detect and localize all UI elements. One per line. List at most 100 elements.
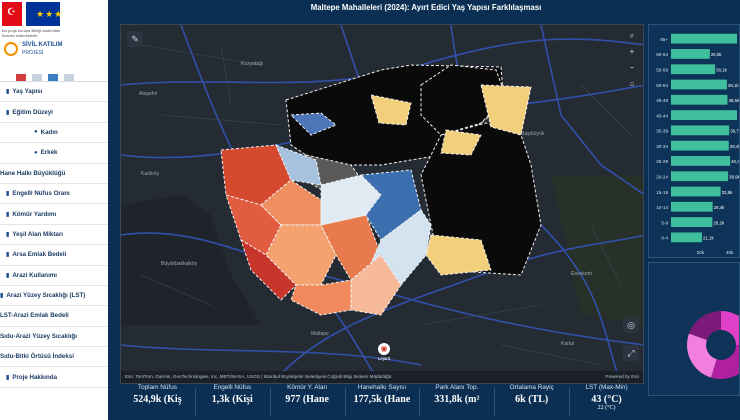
sidebar-item[interactable]: ▮ Arazi Yüzey Sıcaklığı (LST) xyxy=(0,286,108,307)
map-polygon xyxy=(480,84,532,136)
donut xyxy=(686,311,740,379)
attribution-text: Esri, TomTom, Garmin, GeoTechnologies, I… xyxy=(125,374,392,379)
age-bar[interactable] xyxy=(671,125,730,136)
sidebar-item[interactable]: ▮ Yaş Yapısı xyxy=(0,82,108,103)
sidebar-item[interactable]: ▮ Kömür Yardımı xyxy=(0,204,108,225)
age-bar[interactable] xyxy=(671,94,728,105)
kpi-label: Park Alanı Top. xyxy=(435,384,479,391)
age-bar[interactable] xyxy=(671,156,731,166)
person-icon: ● xyxy=(34,149,38,156)
sidebar-item-label: Hane Halkı Büyüklüğü xyxy=(0,169,66,177)
sidebar-item[interactable]: ● Erkek xyxy=(0,143,108,164)
expand-icon[interactable]: ⤢ xyxy=(623,345,639,361)
kpi-label: Kömür Y. Alan xyxy=(287,384,328,391)
age-bar[interactable] xyxy=(671,64,716,75)
age-bar-value: 26,5k xyxy=(711,52,723,57)
sidebar-item[interactable]: Sıdu-Bitki Örtüsü İndeksi xyxy=(0,347,108,368)
sidebar-item-label: Sıdu-Bitki Örtüsü İndeksi xyxy=(0,353,74,361)
partner-logo xyxy=(16,74,26,81)
age-bar[interactable] xyxy=(671,186,721,197)
sidebar-item[interactable]: ▮ Arazi Kullanımı xyxy=(0,266,108,286)
map-polygon xyxy=(290,279,352,316)
kpi-card: Park Alanı Top. 331,8k (m² xyxy=(419,384,494,420)
sidebar-item[interactable]: LST-Arazi Emlak Bedeli xyxy=(0,306,108,327)
age-bar-value: 38,1k xyxy=(728,83,740,88)
partner-logo xyxy=(64,74,74,81)
minus-icon[interactable]: − xyxy=(629,63,635,72)
donut-slice[interactable] xyxy=(689,311,721,340)
age-bar-value: 38,9k xyxy=(729,175,740,180)
person-icon: ● xyxy=(34,129,38,136)
sidebar-item[interactable]: ● Kadın xyxy=(0,123,108,144)
x-tick-label: 20k xyxy=(697,250,705,255)
header: Maltepe Mahalleleri (2024): Ayırt Edici … xyxy=(112,0,740,18)
sidebar-item-label: Erkek xyxy=(40,149,58,157)
age-bar-value: 39,4k xyxy=(730,144,740,149)
kpi-card: Toplam Nüfus 524,9k (Kiş xyxy=(120,384,195,420)
kpi-value: 6k (TL) xyxy=(515,394,549,405)
map-view[interactable]: Ataşehir Kozyatağı Kadıköy Maltepe Başıb… xyxy=(120,24,644,384)
age-bar-value: 38,5k xyxy=(728,98,740,103)
age-tick-label: 20-24 xyxy=(656,175,668,180)
age-bar[interactable] xyxy=(671,201,713,212)
kpi-card: Kömür Y. Alan 977 (Hane xyxy=(270,384,345,420)
donut-slice[interactable] xyxy=(686,333,717,378)
page-title: Maltepe Mahalleleri (2024): Ayırt Edici … xyxy=(310,3,542,12)
age-bar[interactable] xyxy=(671,79,727,90)
age-bar[interactable] xyxy=(671,110,737,120)
age-bar-value: 30,1k xyxy=(716,68,728,73)
sidebar-item-label: Engelli Nüfus Oranı xyxy=(12,190,70,198)
age-bar-value: 39,7k xyxy=(730,129,740,134)
sidebar-item-label: LST-Arazi Emlak Bedeli xyxy=(0,312,69,320)
map-place-labels: Ataşehir Kozyatağı Kadıköy Maltepe Başıb… xyxy=(139,61,592,347)
sidebar-item[interactable]: Sıdu-Arazi Yüzey Sıcaklığı xyxy=(0,327,108,348)
logo-area: ☪ ★★★ Bu proje Avrupa Birliği tarafından… xyxy=(0,0,108,82)
age-bar[interactable] xyxy=(671,232,702,243)
age-tick-label: 50-54 xyxy=(656,83,668,88)
map-polygon xyxy=(320,214,382,281)
powered-by[interactable]: Powered by Esri xyxy=(605,374,639,379)
road xyxy=(121,344,422,366)
kpi-value: 331,8k (m² xyxy=(434,394,480,405)
kpi-value: 977 (Hane xyxy=(285,394,329,405)
pencil-icon[interactable]: ✎ xyxy=(127,31,143,47)
legend-icon: ◉ xyxy=(378,343,390,355)
sidebar-item[interactable]: ▮ Engelli Nüfus Oranı xyxy=(0,184,108,205)
locate-icon[interactable]: ◎ xyxy=(623,317,639,333)
chart-icon: ▮ xyxy=(6,191,10,198)
age-bar-value: 28,2k xyxy=(713,220,725,225)
age-bar[interactable] xyxy=(671,33,737,44)
neighbourhood-polygons xyxy=(220,64,542,316)
map-polygon xyxy=(289,112,337,136)
sidebar-item[interactable]: ▮ Proje Hakkında xyxy=(0,367,108,388)
project-logo-icon xyxy=(4,42,18,56)
donut-slice[interactable] xyxy=(721,311,740,345)
age-bar-value: 33,8k xyxy=(722,190,734,195)
age-bar[interactable] xyxy=(671,171,729,182)
map-canvas[interactable]: Ataşehir Kozyatağı Kadıköy Maltepe Başıb… xyxy=(121,25,644,384)
donut-slice[interactable] xyxy=(711,345,740,379)
sidebar-item[interactable]: ▮ Yeşil Alan Miktarı xyxy=(0,225,108,246)
zoom-controls: ⌕ + − ⌂ xyxy=(625,29,639,93)
place-label: Esenkent xyxy=(571,271,592,277)
home-icon[interactable]: ⌂ xyxy=(629,79,635,88)
kpi-card: Hanehalkı Sayısı 177,5k (Hane xyxy=(345,384,420,420)
plus-icon[interactable]: + xyxy=(629,47,635,56)
project-logo: SİVİL KATILIM PROJESİ xyxy=(2,40,72,60)
legend-button[interactable]: ◉ Lejant xyxy=(375,343,393,369)
chart-icon: ▮ xyxy=(6,89,10,96)
age-tick-label: 25-29 xyxy=(656,159,668,164)
road xyxy=(271,234,643,383)
age-bar[interactable] xyxy=(671,49,710,59)
sidebar-item[interactable]: Hane Halkı Büyüklüğü xyxy=(0,164,108,184)
partner-logos xyxy=(16,68,96,81)
age-bar[interactable] xyxy=(671,140,729,151)
sidebar-item[interactable]: ▮ Arsa Emlak Bedeli xyxy=(0,245,108,266)
search-icon[interactable]: ⌕ xyxy=(629,31,635,40)
kpi-divider xyxy=(419,388,421,416)
map-polygon xyxy=(370,94,412,126)
road xyxy=(121,38,643,86)
sidebar-item[interactable]: ▮ Eğitim Düzeyi xyxy=(0,102,108,123)
age-bar[interactable] xyxy=(671,217,713,227)
kpi-label: Engelli Nüfus xyxy=(213,384,252,391)
